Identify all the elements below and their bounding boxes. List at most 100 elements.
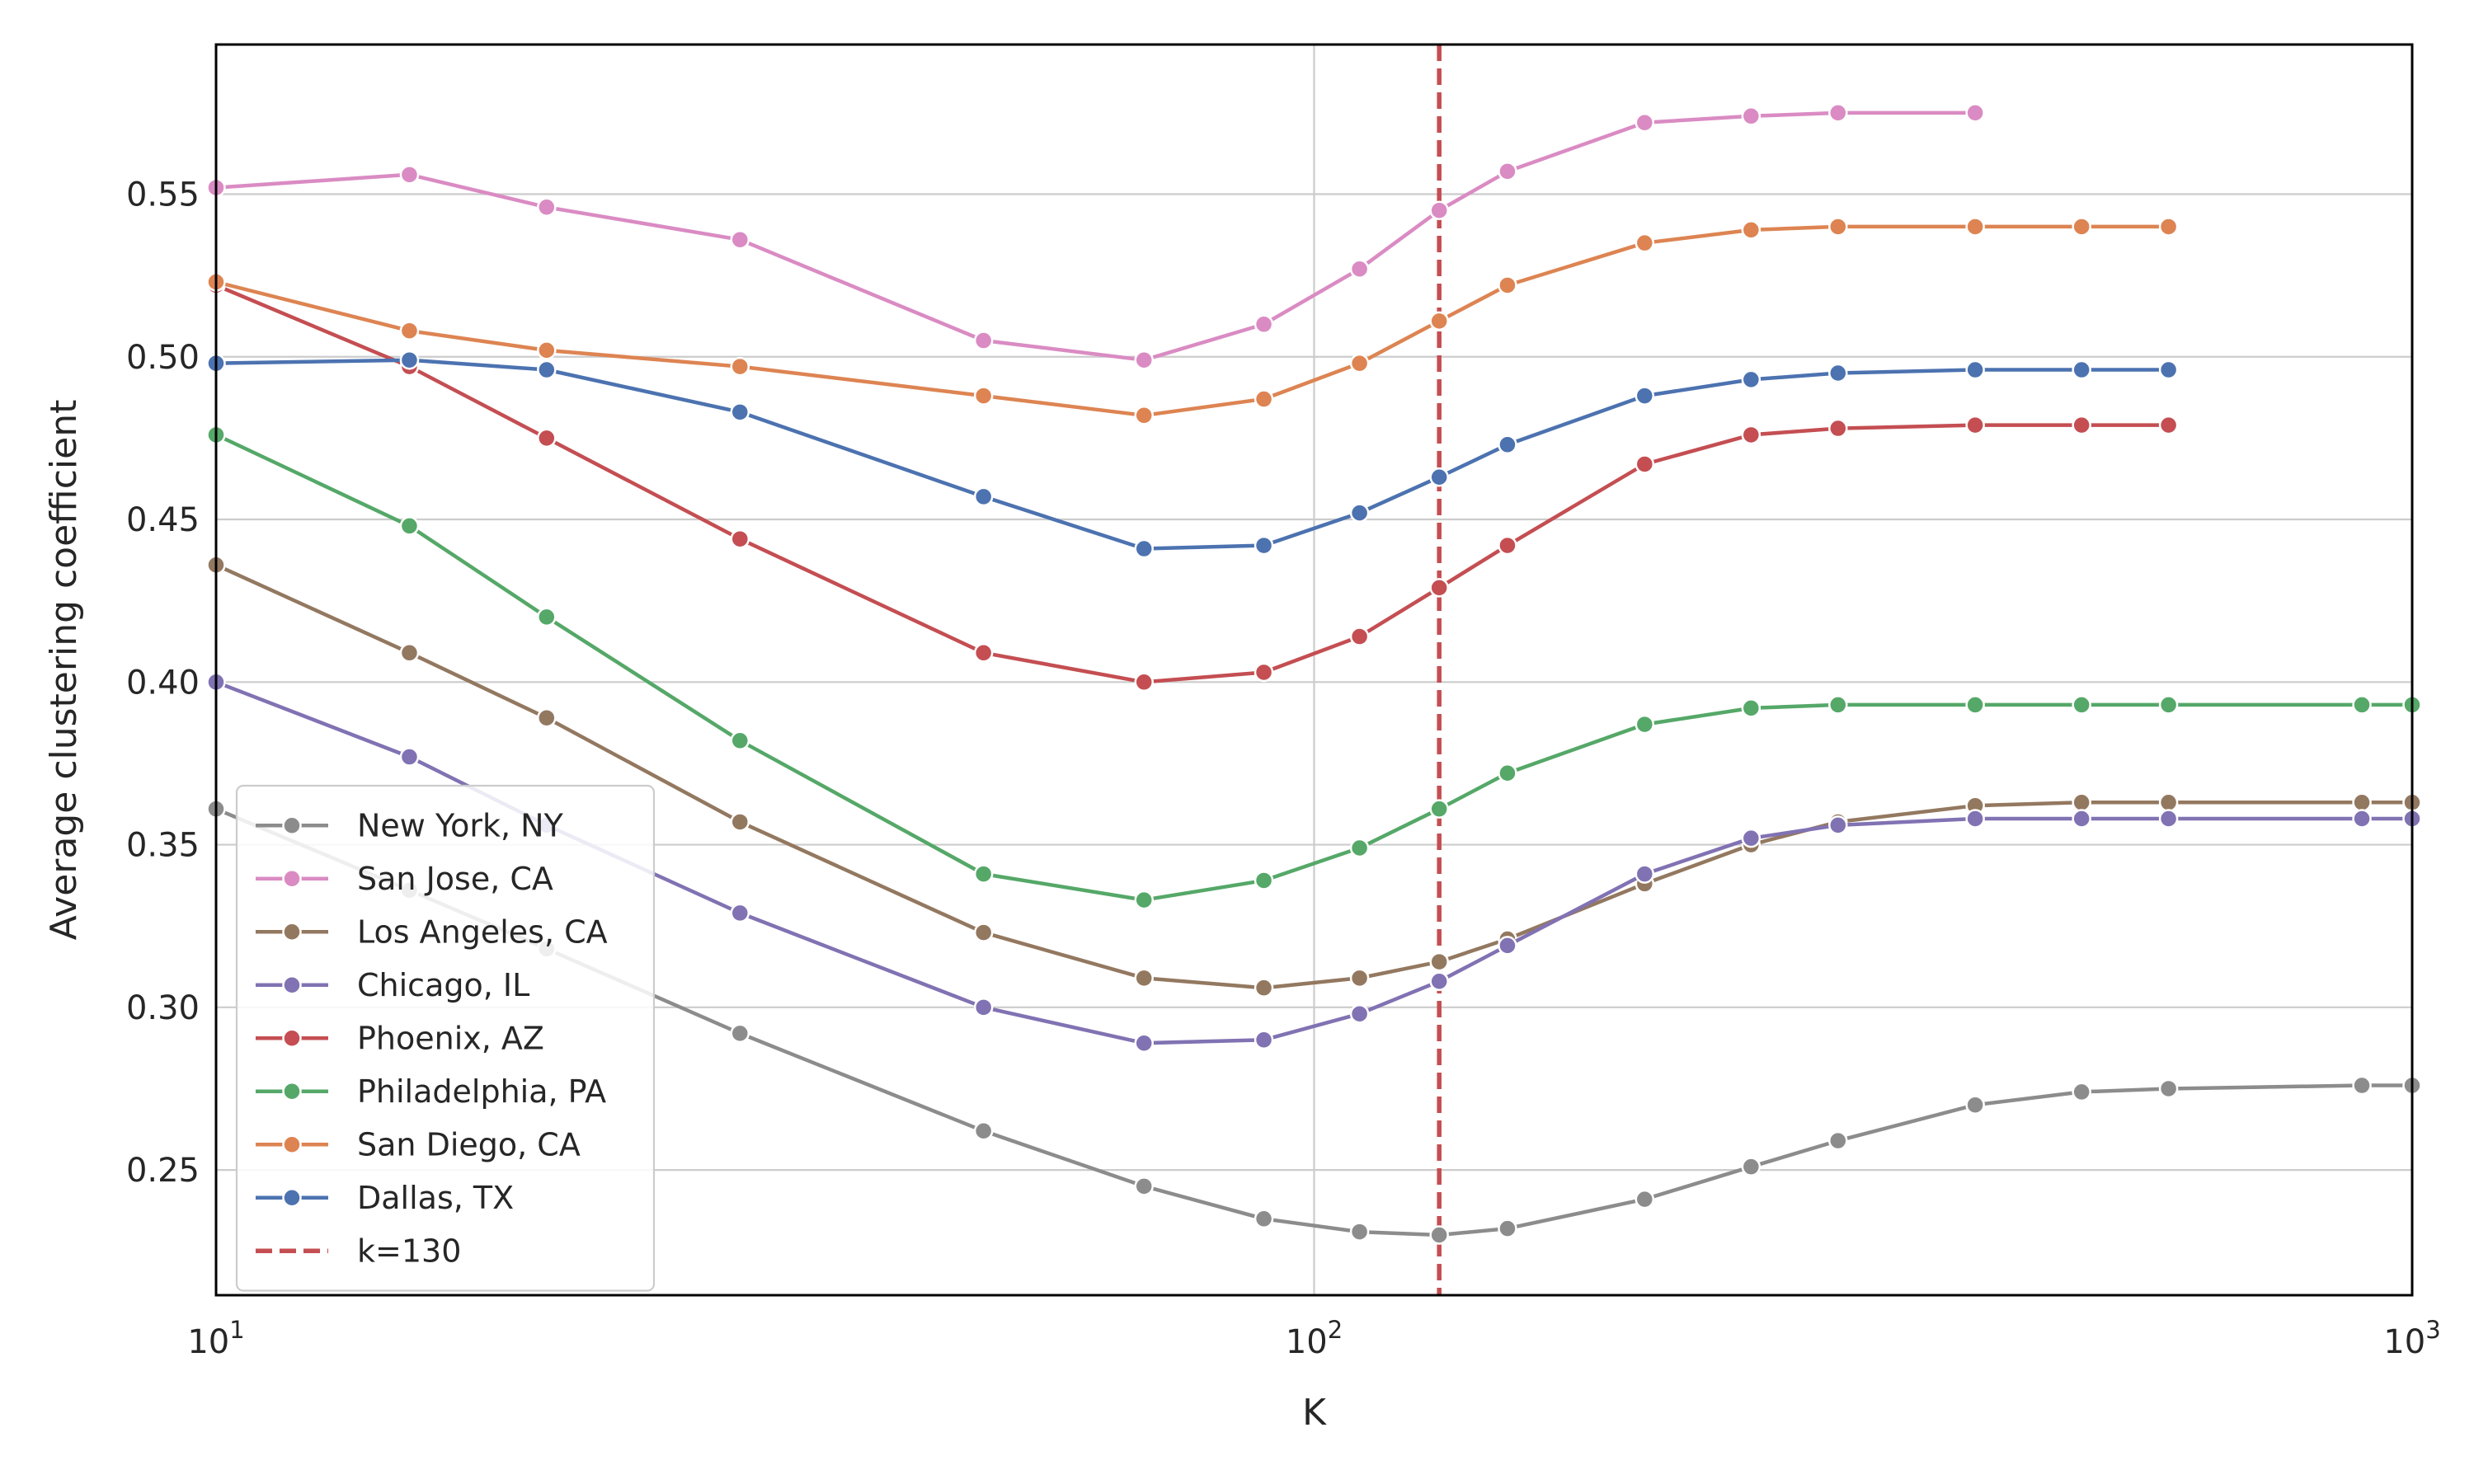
series-san-jose-ca [206,103,1985,370]
data-point [1134,406,1154,425]
y-tick-label: 0.25 [126,1152,200,1190]
data-point [1253,1209,1274,1229]
data-point [399,350,420,370]
data-point [730,356,750,377]
legend-marker [282,1188,302,1208]
data-point [537,340,557,360]
data-point [1134,1033,1154,1053]
legend-marker [282,1028,302,1048]
series-layer [206,103,2422,1245]
y-tick-label: 0.35 [126,827,200,865]
data-point [537,359,557,380]
data-point [1429,971,1449,992]
series-line [215,563,2412,990]
legend-marker [282,975,302,995]
series-line [215,358,2169,551]
data-point [973,386,994,406]
data-point [2158,359,2179,380]
data-point [1429,311,1449,331]
data-point [1498,535,1517,556]
data-point [973,1121,994,1141]
data-point [1965,359,1985,380]
legend-label: New York, NY [357,807,564,843]
data-point [399,643,420,663]
legend-box [235,784,656,1292]
data-point [1498,434,1517,455]
series-dallas-tx [206,350,2179,559]
series-line [215,807,2412,1237]
data-point [1965,1095,1985,1115]
data-point [2158,415,2179,435]
data-point [2158,792,2179,813]
data-point [2352,695,2372,715]
legend-marker [282,1134,302,1154]
data-point [1134,538,1154,559]
data-point [1134,1176,1154,1196]
data-point [1429,1225,1449,1245]
legend-label: San Diego, CA [357,1126,581,1162]
data-point [399,747,420,767]
data-point [1253,535,1274,556]
data-point [1741,369,1761,390]
data-point [1429,200,1449,220]
data-point [1965,809,1985,829]
data-point [1828,1130,1848,1151]
legend-item: k=130 [256,1233,461,1269]
data-point [2072,809,2091,829]
series-line [215,680,2412,1045]
legend-label: Dallas, TX [357,1180,514,1216]
series-line [215,224,2169,418]
data-point [973,643,994,663]
data-point [1498,275,1517,295]
series-line [215,283,2169,684]
data-point [1349,627,1370,646]
y-tick-label: 0.30 [126,989,200,1027]
data-point [1828,217,1848,237]
data-point [1253,314,1274,335]
legend-item: Phoenix, AZ [256,1020,544,1056]
legend-label: Philadelphia, PA [357,1073,606,1110]
data-point [1634,864,1655,884]
series-chicago-il [206,672,2422,1053]
data-point [973,331,994,350]
data-point [1828,418,1848,439]
data-point [1429,578,1449,598]
data-point [1828,695,1848,715]
data-point [730,812,750,832]
y-tick-label: 0.50 [126,339,200,377]
data-point [730,528,750,549]
data-point [1253,389,1274,409]
data-point [1634,112,1655,133]
data-point [1828,103,1848,123]
legend-item: New York, NY [256,807,564,843]
data-point [1965,415,1985,435]
plot-frame [214,43,2414,1297]
data-point [1429,951,1449,972]
data-point [730,402,750,422]
data-point [2158,217,2179,237]
y-tick-label: 0.45 [126,501,200,539]
data-point [1965,103,1985,123]
data-point [1741,106,1761,126]
legend-label: Los Angeles, CA [357,913,608,950]
y-tick-label: 0.40 [126,664,200,702]
legend-item: San Diego, CA [256,1126,581,1162]
legend-item: Chicago, IL [256,967,529,1003]
data-point [973,864,994,884]
data-point [1965,695,1985,715]
data-point [1828,815,1848,835]
data-point [1634,386,1655,406]
legend-marker [282,1082,302,1101]
legend-marker [282,869,302,889]
data-point [537,197,557,218]
data-point [1741,220,1761,240]
x-tick-label: 103 [2383,1316,2440,1361]
data-point [1349,353,1370,373]
legend-label: k=130 [357,1233,461,1269]
data-point [2352,809,2372,829]
data-point [1741,828,1761,848]
data-point [1965,217,1985,237]
legend-item: Los Angeles, CA [256,913,608,950]
data-point [1498,763,1517,783]
